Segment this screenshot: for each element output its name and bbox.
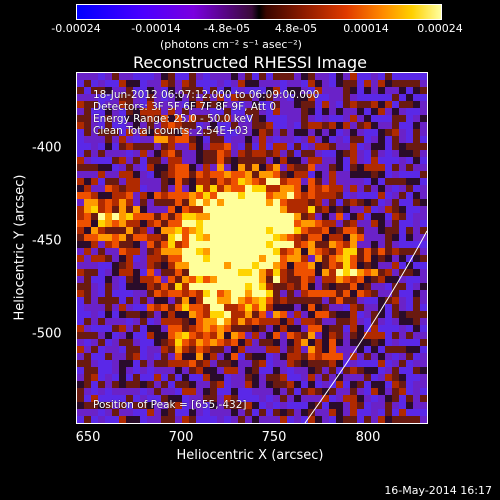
colorbar-tick: 4.8e-05: [274, 22, 318, 35]
x-axis-label: Heliocentric X (arcsec): [176, 448, 324, 463]
detectors-text: Detectors: 3F 5F 6F 7F 8F 9F, Att 0: [93, 101, 277, 113]
y-tick: -500: [32, 326, 62, 342]
peak-position-text: Position of Peak = [655,-432]: [93, 399, 247, 411]
colorbar-tick: 0.00014: [343, 22, 389, 35]
colorbar-tick: 0.00024: [417, 22, 463, 35]
image-title: Reconstructed RHESSI Image: [133, 53, 367, 72]
limb-line: [304, 230, 427, 423]
colorbar-unit: (photons cm⁻² s⁻¹ asec⁻²): [160, 38, 302, 51]
y-axis-label: Heliocentric Y (arcsec): [12, 174, 28, 321]
colorbar-tick: -0.00014: [131, 22, 181, 35]
y-tick: -400: [32, 140, 62, 156]
colorbar: [76, 4, 442, 20]
energy-range-text: Energy Range: 25.0 - 50.0 keV: [93, 113, 254, 125]
x-tick: 650: [75, 430, 101, 445]
y-tick: -450: [32, 233, 62, 249]
rhessi-image: 18-Jun-2012 06:07:12.000 to 06:09:00.000…: [76, 72, 428, 424]
clean-counts-text: Clean Total counts: 2.54E+03: [93, 125, 249, 137]
x-tick: 700: [168, 430, 194, 445]
x-tick: 800: [355, 430, 381, 445]
colorbar-tick: -0.00024: [51, 22, 101, 35]
colorbar-tick: -4.8e-05: [203, 22, 251, 35]
x-tick: 750: [261, 430, 287, 445]
time-range-text: 18-Jun-2012 06:07:12.000 to 06:09:00.000: [93, 89, 320, 101]
timestamp-footer: 16-May-2014 16:17: [384, 484, 492, 497]
heatmap-canvas: [77, 73, 427, 423]
